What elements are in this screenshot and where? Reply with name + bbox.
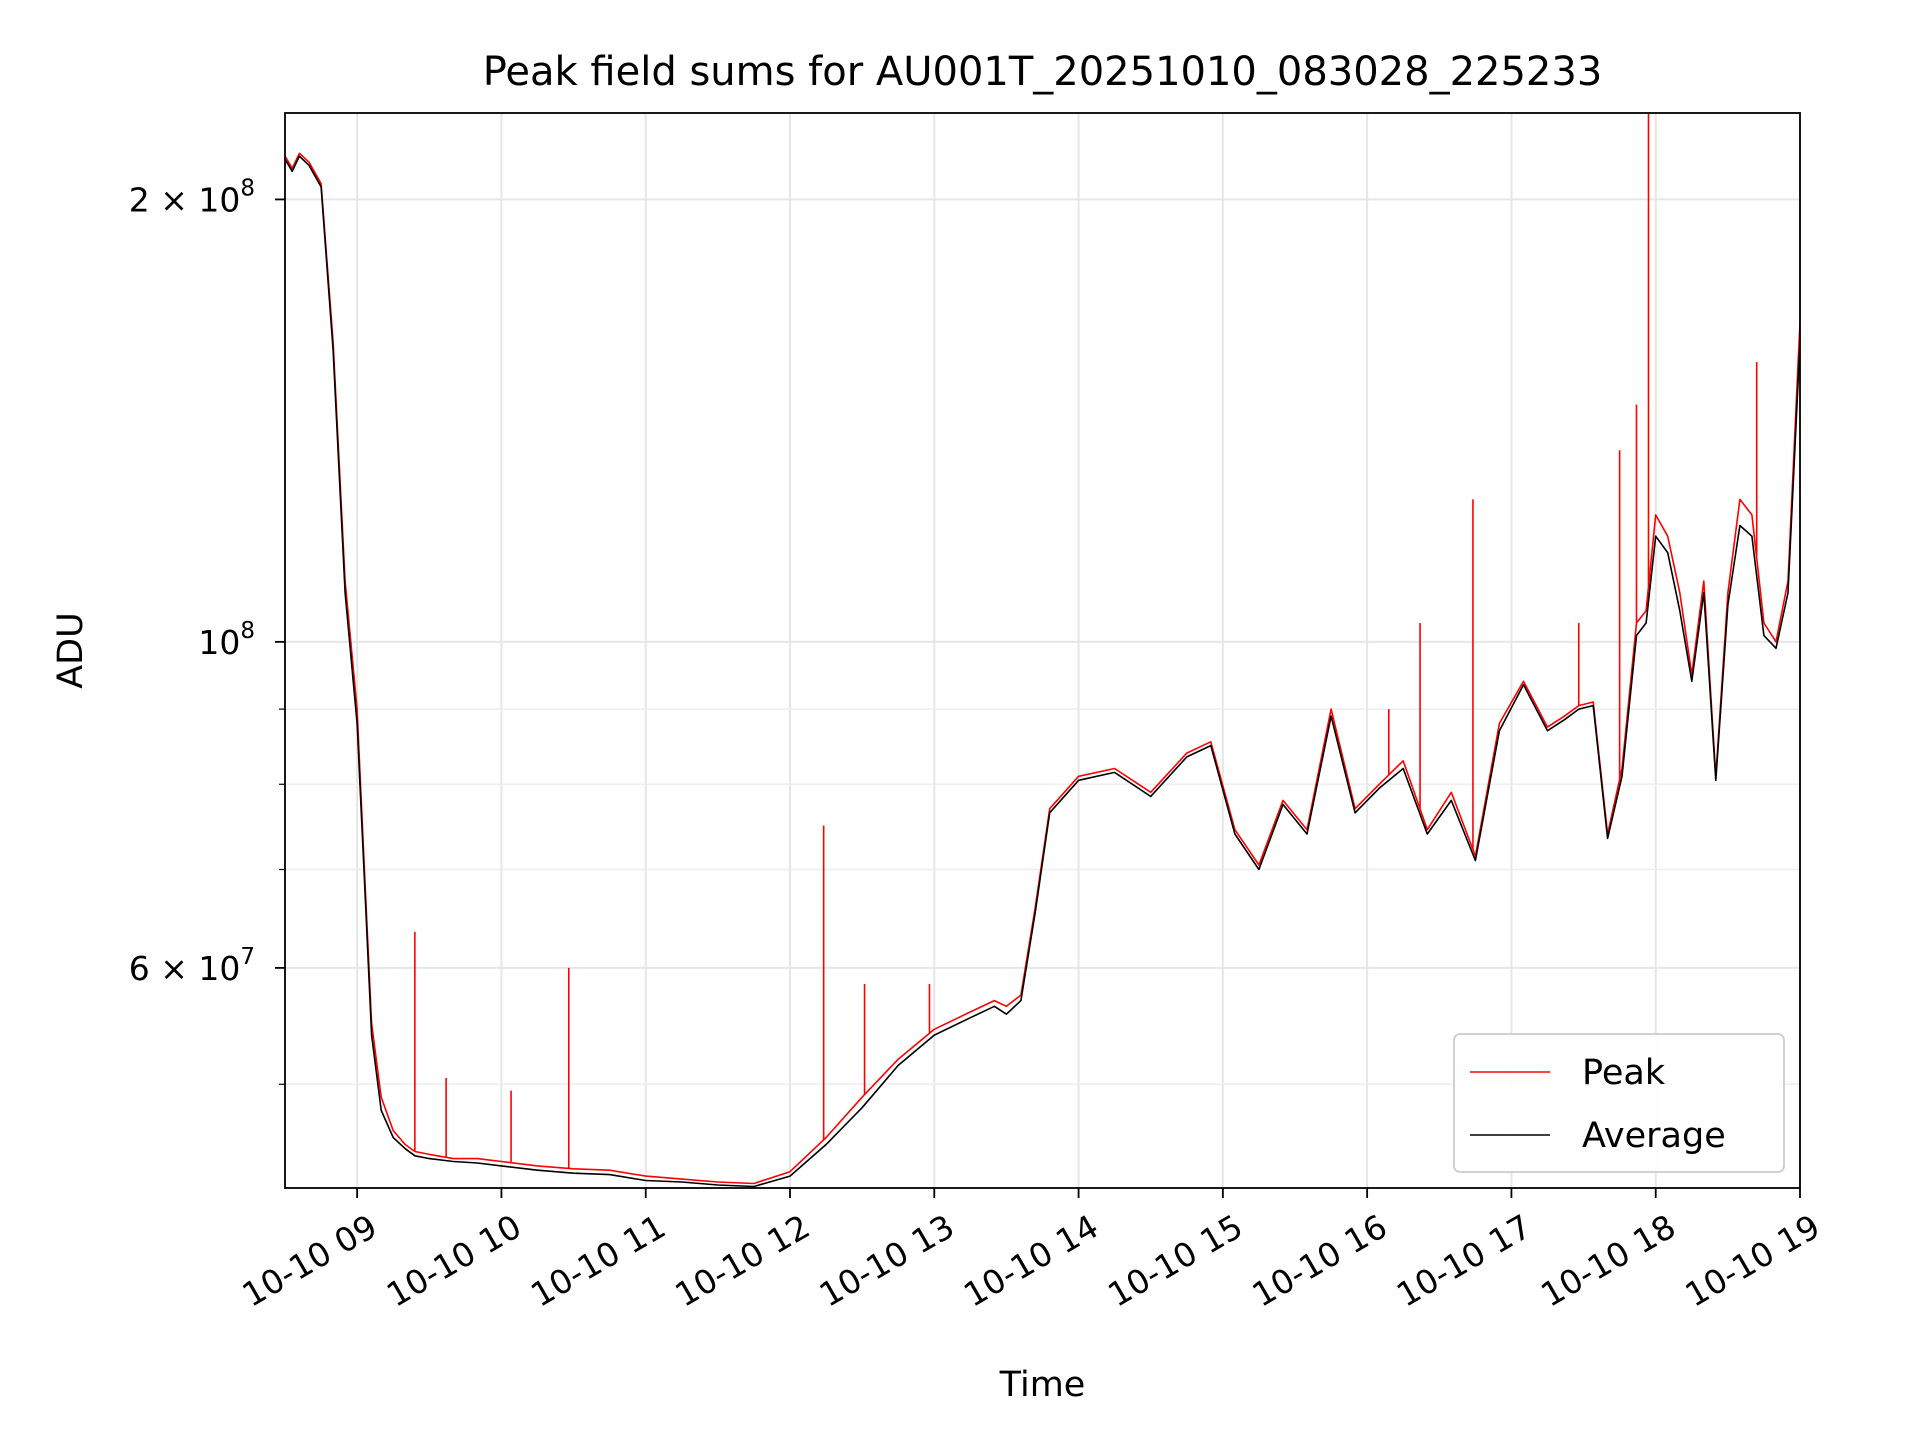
series-line-peak [285,152,1800,1185]
chart-title: Peak field sums for AU001T_20251010_0830… [483,49,1603,95]
y-tick-exponent: 8 [240,175,255,201]
y-tick-exponent: 7 [240,944,255,970]
x-axis-label: Time [999,1365,1086,1405]
legend-average-label: Average [1582,1116,1726,1156]
plot-frame [284,112,1801,1189]
series-lines [285,113,1800,1188]
y-tick-exponent: 8 [240,618,255,644]
y-tick-base: 6 × 10 [129,949,241,988]
y-tick-label: 2 × 108 [129,175,255,219]
y-axis-label: ADU [51,612,91,689]
y-tick-base: 10 [198,623,240,662]
y-tick-base: 2 × 10 [129,180,241,219]
series-line-average [285,155,1800,1188]
legend-box [1453,1033,1785,1173]
y-tick-label: 6 × 107 [129,944,255,988]
y-tick-label: 108 [198,618,255,662]
legend: Peak Average [1453,1033,1785,1173]
legend-peak-label: Peak [1582,1053,1666,1093]
